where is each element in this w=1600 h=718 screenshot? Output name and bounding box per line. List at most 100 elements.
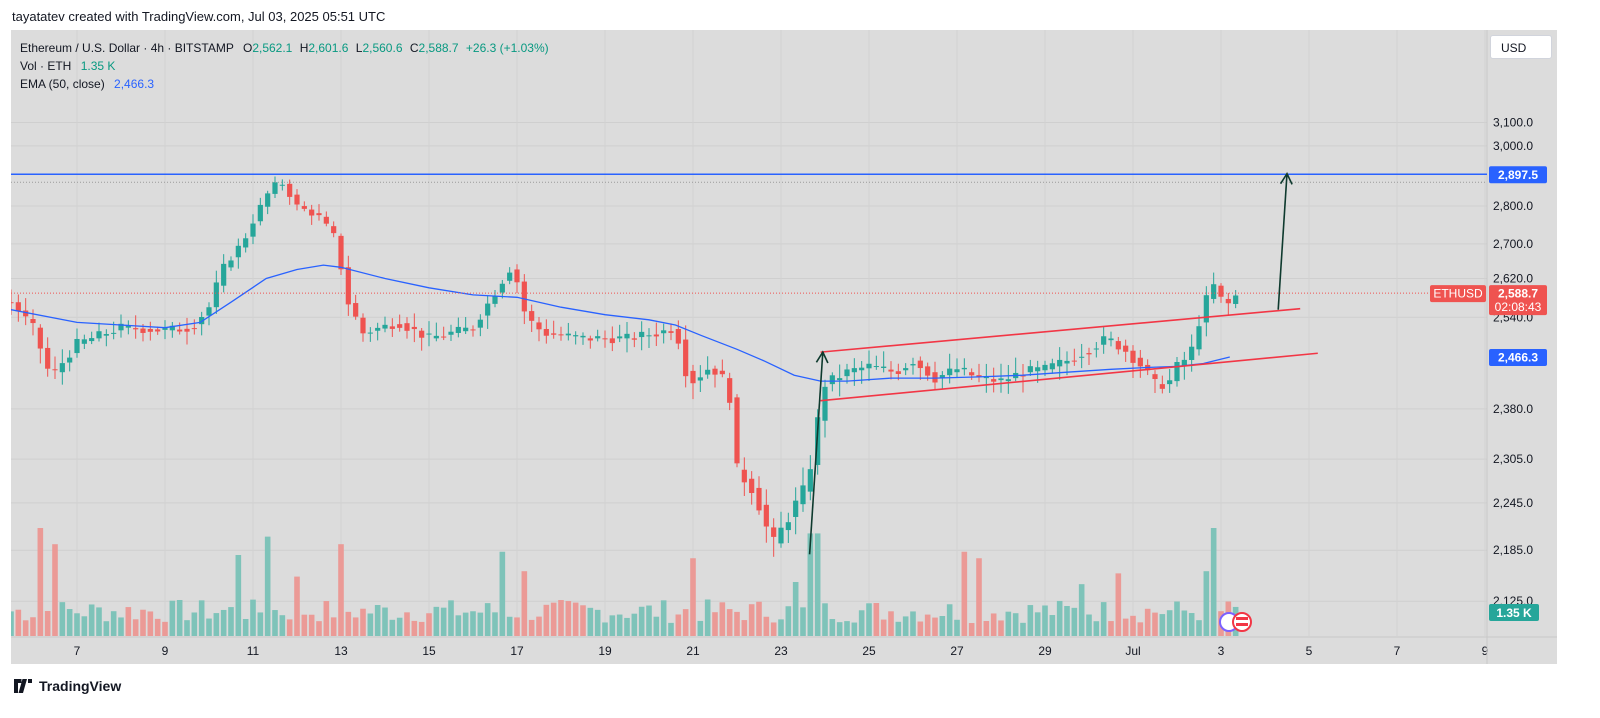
candle-body bbox=[345, 267, 351, 305]
legend-ema-value: 2,466.3 bbox=[114, 77, 155, 91]
x-tick-label: 23 bbox=[774, 644, 788, 658]
candle-body bbox=[976, 375, 982, 377]
volume-bar bbox=[404, 612, 410, 636]
volume-bar bbox=[1034, 612, 1041, 636]
x-tick-label: 25 bbox=[862, 644, 876, 658]
candle-body bbox=[184, 328, 190, 332]
candle-body bbox=[67, 357, 73, 363]
candle-body bbox=[851, 368, 857, 373]
candle-body bbox=[257, 204, 263, 222]
candle-body bbox=[470, 329, 476, 331]
candle-body bbox=[529, 311, 535, 321]
candle-body bbox=[455, 326, 461, 333]
volume-bar bbox=[866, 603, 872, 636]
volume-bar bbox=[37, 528, 44, 636]
projection-arrow-1[interactable] bbox=[808, 352, 824, 555]
candle-body bbox=[639, 331, 645, 338]
legend-volume-label[interactable]: Vol · ETH bbox=[20, 59, 72, 73]
y-tick-label: 3,100.0 bbox=[1493, 116, 1533, 130]
volume-bar bbox=[616, 614, 623, 636]
volume-bar bbox=[206, 618, 212, 636]
candle-body bbox=[360, 317, 366, 334]
candle-body bbox=[624, 333, 630, 339]
legend-open: 2,562.1 bbox=[252, 41, 293, 55]
candle-body bbox=[147, 328, 153, 332]
candle-body bbox=[1093, 348, 1099, 350]
volume-bar bbox=[11, 611, 14, 636]
tradingview-logo-icon bbox=[14, 679, 32, 693]
price-chart[interactable]: 2,125.02,185.02,245.02,305.02,380.02,540… bbox=[11, 30, 1557, 664]
candle-body bbox=[1115, 341, 1121, 350]
candle-body bbox=[866, 363, 872, 369]
volume-bar bbox=[565, 601, 572, 636]
volume-bar bbox=[345, 611, 352, 636]
candle-body bbox=[837, 378, 843, 381]
candle-body bbox=[587, 338, 593, 341]
y-tick-label: 2,700.0 bbox=[1493, 237, 1533, 251]
candle-body bbox=[1086, 353, 1092, 355]
volume-bar bbox=[338, 544, 344, 636]
volume-bar bbox=[807, 533, 814, 636]
candle-body bbox=[441, 336, 447, 338]
candle-body bbox=[463, 327, 469, 332]
candle-body bbox=[727, 378, 733, 403]
candle-body bbox=[23, 310, 29, 317]
last-price-label-bg bbox=[1489, 285, 1547, 316]
volume-bar bbox=[895, 621, 902, 636]
channel-lower-line[interactable] bbox=[820, 352, 1318, 402]
currency-button[interactable]: USD bbox=[1490, 35, 1552, 59]
volume-bar bbox=[1137, 622, 1144, 636]
volume-bar bbox=[154, 618, 161, 636]
volume-bar bbox=[902, 616, 909, 636]
volume-bar bbox=[587, 607, 594, 636]
candle-body bbox=[15, 302, 21, 312]
volume-bar bbox=[1203, 571, 1210, 636]
channel-upper-line[interactable] bbox=[820, 307, 1301, 353]
volume-bar bbox=[162, 621, 168, 636]
candle-body bbox=[705, 369, 711, 375]
event-icon-us-flag[interactable] bbox=[1232, 612, 1252, 632]
volume-bar bbox=[858, 610, 865, 636]
volume-bar bbox=[932, 617, 938, 636]
legend-ema-label[interactable]: EMA (50, close) bbox=[20, 77, 105, 91]
volume-bar bbox=[323, 601, 330, 636]
candle-body bbox=[155, 329, 161, 332]
candle-body bbox=[1123, 345, 1129, 352]
volume-bar bbox=[264, 536, 271, 636]
x-tick-label: 7 bbox=[74, 644, 81, 658]
volume-bar bbox=[1115, 573, 1122, 636]
legend-symbol[interactable]: Ethereum / U.S. Dollar · 4h · BITSTAMP bbox=[20, 41, 234, 55]
volume-bar bbox=[558, 600, 564, 636]
legend-c-label: C bbox=[409, 41, 419, 55]
candle-body bbox=[279, 184, 285, 186]
volume-bar bbox=[257, 612, 264, 636]
volume-bar bbox=[477, 612, 484, 636]
candle-body bbox=[558, 334, 564, 336]
legend-volume-value: 1.35 K bbox=[80, 59, 116, 73]
volume-bar bbox=[396, 617, 403, 636]
legend-o-label: O bbox=[242, 41, 253, 55]
candle-body bbox=[30, 318, 36, 324]
candle-body bbox=[565, 333, 571, 336]
candle-body bbox=[397, 324, 403, 328]
projection-arrow-2[interactable] bbox=[1277, 173, 1288, 310]
candle-body bbox=[74, 338, 80, 354]
candle-body bbox=[96, 331, 102, 339]
volume-bar bbox=[220, 609, 227, 636]
volume-bar bbox=[580, 605, 586, 636]
volume-bar bbox=[308, 614, 315, 636]
volume-bar bbox=[646, 605, 652, 636]
volume-bar bbox=[484, 603, 491, 636]
x-tick-label: 5 bbox=[1306, 644, 1313, 658]
candle-body bbox=[668, 331, 674, 333]
volume-bar bbox=[59, 602, 66, 636]
candle-body bbox=[1064, 360, 1070, 364]
candle-body bbox=[404, 323, 410, 331]
volume-bar bbox=[1122, 618, 1129, 636]
candle-body bbox=[1152, 374, 1158, 380]
legend-h-label: H bbox=[299, 41, 309, 55]
x-tick-label: 15 bbox=[422, 644, 436, 658]
volume-bar bbox=[1093, 621, 1100, 636]
chart-area[interactable]: 2,125.0 2,185.0 2,245.0 2,305.0 2,380.0 2,540… bbox=[11, 30, 1557, 664]
volume-bar bbox=[418, 621, 425, 636]
